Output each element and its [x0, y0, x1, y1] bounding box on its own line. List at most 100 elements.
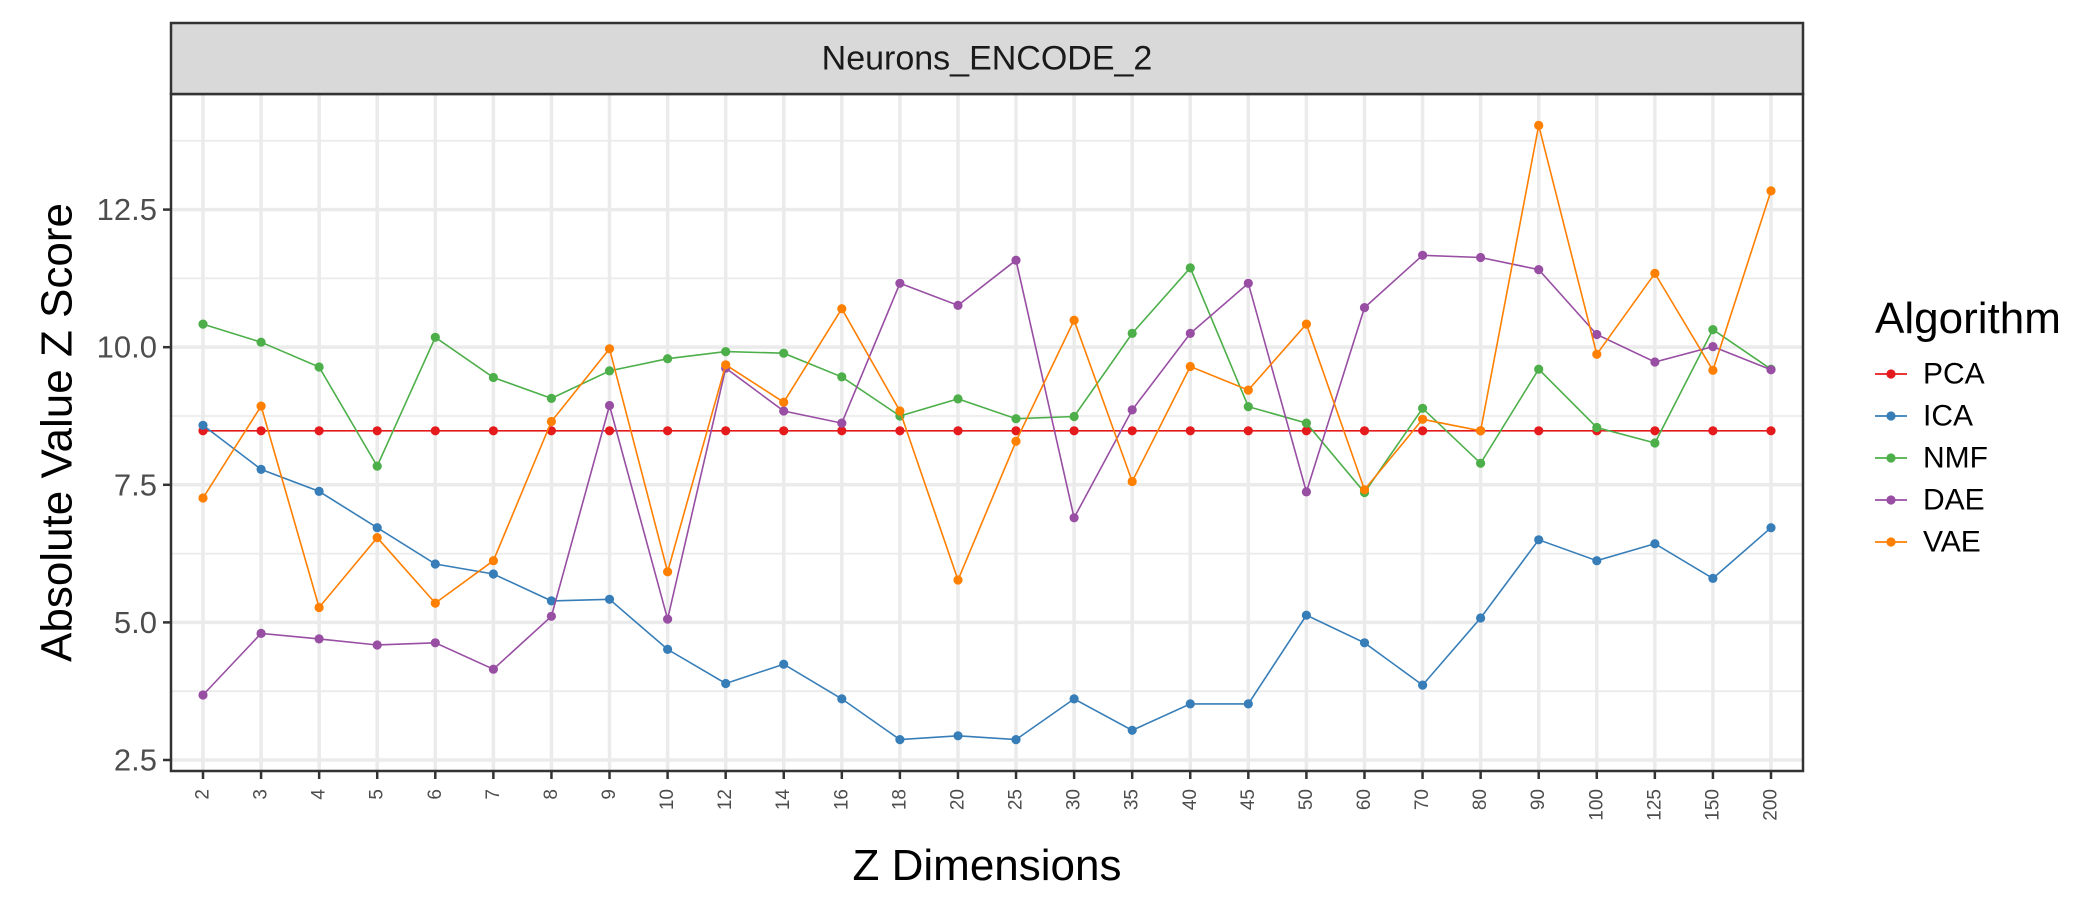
nmf-point [1418, 403, 1428, 413]
vae-point [895, 406, 905, 416]
y-tick-label: 2.5 [114, 742, 157, 777]
x-tick-label: 7 [483, 789, 504, 800]
x-tick-label: 4 [309, 789, 330, 800]
nmf-point [953, 394, 963, 404]
nmf-point [1011, 414, 1021, 424]
dae-point [256, 628, 266, 639]
vae-point [1766, 186, 1776, 196]
dae-point [1127, 405, 1137, 415]
pca-point [1301, 426, 1311, 436]
nmf-point [1069, 411, 1079, 422]
legend-item-dae: DAE [1875, 484, 1985, 517]
nmf-point [1650, 438, 1660, 448]
legend-key-point [1886, 495, 1896, 505]
nmf-point [1476, 458, 1486, 468]
ica-point [721, 678, 731, 689]
dae-point [779, 406, 789, 416]
dae-point [314, 634, 324, 644]
x-tick-label: 40 [1180, 789, 1201, 810]
legend-item-ica: ICA [1875, 400, 1973, 433]
legend-label: VAE [1923, 526, 1981, 559]
pca-point [953, 426, 963, 436]
dae-point [1476, 252, 1486, 263]
vae-point [663, 567, 673, 577]
dae-point [430, 638, 440, 648]
vae-point [1592, 349, 1602, 359]
pca-point [1359, 426, 1370, 436]
pca-point [1185, 426, 1195, 436]
nmf-point [721, 347, 731, 357]
pca-point [1011, 426, 1021, 436]
nmf-point [372, 461, 382, 471]
ica-point [1592, 556, 1602, 566]
x-axis-ticks: 2 3 4 5 6 7 8 9 10 12 14 16 18 20 25 30 35 40 45 50 60 70 80 90… [193, 771, 1782, 821]
legend-key-point [1886, 537, 1896, 547]
vae-point [430, 598, 440, 608]
dae-point [1185, 328, 1195, 338]
nmf-point [663, 354, 673, 364]
dae-point [546, 611, 557, 621]
vae-point [372, 533, 382, 543]
vae-point [837, 304, 847, 314]
dae-point [1708, 342, 1718, 352]
ica-point [372, 523, 382, 533]
ica-point [198, 420, 208, 430]
pca-point [1069, 426, 1079, 436]
x-tick-label: 18 [889, 789, 910, 810]
legend-item-pca: PCA [1875, 358, 1985, 391]
dae-point [895, 278, 905, 288]
pca-point [895, 426, 905, 436]
dae-point [604, 400, 615, 411]
x-tick-label: 25 [1006, 789, 1027, 810]
ica-point [779, 659, 789, 669]
vae-point [1243, 385, 1253, 395]
vae-point [604, 344, 615, 354]
ica-point [895, 735, 905, 745]
x-tick-label: 45 [1238, 789, 1259, 810]
y-tick-label: 5.0 [114, 605, 157, 640]
ica-point [1359, 638, 1370, 648]
legend-item-vae: VAE [1875, 526, 1981, 559]
x-tick-label: 150 [1702, 789, 1723, 821]
dae-point [1766, 365, 1776, 375]
vae-point [314, 602, 324, 613]
pca-point [256, 426, 266, 436]
panel-background [171, 94, 1803, 771]
dae-point [1243, 278, 1253, 288]
x-tick-label: 20 [947, 789, 968, 810]
facet-strip: Neurons_ENCODE_2 [169, 21, 1805, 96]
ica-point [1243, 699, 1253, 709]
pca-point [1243, 426, 1253, 436]
ica-point [1069, 694, 1079, 704]
x-tick-label: 70 [1412, 789, 1433, 810]
dae-point [1650, 357, 1660, 367]
series-nmf [198, 263, 1776, 498]
x-tick-label: 2 [193, 789, 214, 800]
x-tick-label: 8 [541, 789, 562, 800]
ica-point [1708, 573, 1718, 584]
x-tick-label: 80 [1470, 789, 1491, 810]
vae-line [202, 125, 1772, 610]
pca-point [1534, 426, 1544, 436]
legend-label: PCA [1923, 358, 1985, 391]
nmf-point [1243, 402, 1253, 412]
y-tick-label: 10.0 [97, 330, 157, 365]
nmf-point [314, 362, 324, 372]
ica-point [604, 594, 615, 604]
legend-item-nmf: NMF [1875, 442, 1988, 475]
x-tick-label: 35 [1122, 789, 1143, 810]
dae-point [1534, 265, 1544, 275]
x-tick-label: 60 [1354, 789, 1375, 810]
dae-point [488, 664, 498, 674]
x-tick-label: 30 [1064, 789, 1085, 810]
dae-point [1011, 255, 1021, 265]
x-tick-label: 14 [773, 789, 794, 811]
strip-background [169, 21, 1805, 96]
ica-point [1301, 610, 1311, 620]
vae-point [1069, 315, 1079, 325]
legend-label: NMF [1923, 442, 1988, 475]
nmf-point [198, 319, 208, 329]
x-tick-label: 90 [1528, 789, 1549, 810]
x-tick-label: 10 [657, 789, 678, 810]
